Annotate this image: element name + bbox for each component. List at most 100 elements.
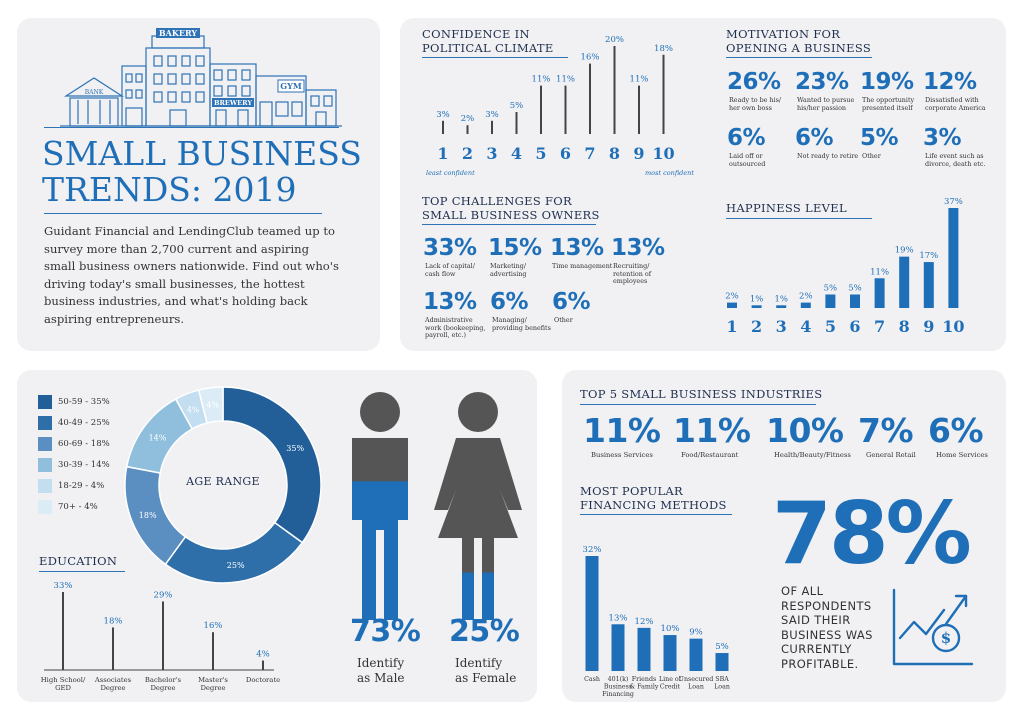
age-slice-70+: [197, 386, 224, 424]
motivation-pct: 5%: [860, 125, 899, 151]
age-legend-label: 50-59 - 35%: [58, 397, 110, 407]
profitable-text: OF ALL RESPONDENTS SAID THEIR BUSINESS W…: [781, 584, 873, 671]
age-slice-label: 18%: [139, 511, 157, 520]
happiness-bar-3: [776, 305, 787, 308]
confidence-value-label: 2%: [461, 114, 475, 124]
happiness-chart: 2%11%21%32%45%55%611%719%817%937%10: [725, 197, 964, 336]
happiness-bar-5: [825, 294, 836, 308]
financing-chart: 32% Cash 13% 401(k) Business Financing 12% Frie…: [583, 545, 730, 698]
age-legend-label: 40-49 - 25%: [58, 418, 110, 428]
age-slice-label: 4%: [187, 406, 200, 415]
profitable-line-2: RESPONDENTS: [781, 598, 872, 613]
happiness-value-label: 2%: [799, 292, 813, 302]
dollar-sign-icon: $: [941, 629, 951, 647]
education-category-label: High School/GED: [41, 676, 86, 692]
profitable-line-6: PROFITABLE.: [781, 656, 859, 671]
happiness-value-label: 17%: [919, 251, 938, 261]
challenge-pct: 6%: [552, 289, 591, 315]
profitable-line-3: SAID THEIR: [781, 613, 851, 627]
financing-category-label: 401(k) Business Financing: [602, 676, 634, 698]
confidence-value-label: 11%: [556, 75, 575, 85]
financing-value-label: 12%: [635, 617, 654, 627]
happiness-value-label: 1%: [774, 294, 788, 304]
happiness-tick-label: 2: [751, 317, 762, 336]
education-category-label: Bachelor's Degree: [145, 676, 182, 692]
motivation-label: Ready to be his/ her own boss: [729, 96, 782, 112]
profitable-line-1: OF ALL: [781, 584, 824, 598]
profitable-line-4: BUSINESS WAS: [781, 627, 873, 642]
motivation-pct: 6%: [795, 125, 834, 151]
challenge-label: Managing/ providing benefits: [492, 316, 551, 332]
motivation-pct: 12%: [923, 69, 977, 95]
industry-label: Food/Restaurant: [681, 451, 739, 459]
age-slice-label: 4%: [206, 401, 219, 410]
gym-sign: GYM: [280, 81, 302, 91]
financing-category-label: Friends & Family: [630, 676, 659, 691]
challenge-pct: 13%: [611, 235, 665, 261]
male-fill-level: [352, 481, 408, 620]
age-legend-label: 60-69 - 18%: [58, 439, 110, 449]
motivation-label: Dissatisfied with corporate America: [925, 96, 986, 112]
confidence-tick-label: 10: [652, 144, 674, 163]
motivation-pct: 3%: [923, 125, 962, 151]
happiness-value-label: 37%: [944, 197, 963, 207]
female-label: Identify as Female: [455, 656, 516, 686]
motivation-pct: 6%: [727, 125, 766, 151]
age-slice-40-49: [164, 521, 304, 584]
happiness-value-label: 11%: [870, 267, 889, 277]
motivation-pct: 19%: [860, 69, 914, 95]
age-legend-swatch: [38, 395, 52, 409]
financing-bar: [637, 627, 651, 671]
financing-category-label: Cash: [584, 676, 600, 683]
illustration-underline: [44, 127, 339, 128]
confidence-value-label: 11%: [630, 75, 649, 85]
motivation-label: The opportunity presented itself: [862, 96, 915, 112]
profitable-line-5: CURRENTLY: [781, 642, 852, 656]
challenge-label: Administrative work (bookeeping, payroll…: [425, 316, 486, 339]
age-slice-50-59: [222, 386, 322, 544]
education-value-label: 4%: [256, 650, 270, 660]
confidence-tick-label: 4: [511, 144, 522, 163]
financing-value-label: 5%: [715, 642, 729, 652]
happiness-bar-8: [899, 256, 910, 308]
confidence-value-label: 3%: [485, 110, 499, 120]
industry-pct: 6%: [928, 411, 984, 450]
intro-description: Guidant Financial and LendingClub teamed…: [44, 224, 339, 326]
happiness-tick-label: 3: [776, 317, 787, 336]
happiness-tick-label: 5: [825, 317, 836, 336]
happiness-tick-label: 10: [942, 317, 964, 336]
challenge-label: Other: [554, 316, 573, 324]
financing-value-label: 9%: [689, 628, 703, 638]
age-center-label: AGE RANGE: [186, 475, 260, 488]
main-title: SMALL BUSINESS TRENDS: 2019: [42, 136, 362, 208]
challenge-pct: 15%: [488, 235, 542, 261]
main-title-line-1: SMALL BUSINESS: [42, 134, 362, 173]
female-pct: 25%: [449, 614, 520, 649]
industry-label: Health/Beauty/Fitness: [774, 451, 851, 459]
female-label-line-1: Identify: [455, 656, 503, 670]
financing-underline: [580, 514, 732, 515]
financing-bar: [663, 635, 677, 671]
happiness-bar-7: [874, 278, 885, 308]
happiness-value-label: 1%: [750, 294, 764, 304]
financing-category-label: Line of Credit: [659, 676, 682, 691]
male-label-line-2: as Male: [357, 671, 405, 685]
motivation-label: Life event such as divorce, death etc.: [925, 152, 986, 168]
financing-category-label: SBA Loan: [714, 676, 730, 691]
industry-pct: 11%: [673, 411, 751, 450]
male-label: Identify as Male: [357, 656, 405, 686]
male-pct: 73%: [350, 614, 421, 649]
female-fill-level: [434, 572, 522, 620]
happiness-value-label: 2%: [725, 292, 739, 302]
confidence-value-label: 18%: [654, 44, 673, 54]
challenge-label: Time management: [552, 262, 613, 270]
brewery-sign: BREWERY: [214, 99, 252, 107]
age-legend-swatch: [38, 458, 52, 472]
confidence-chart: 3% 1 2% 2 3% 3 5% 4 11% 5 11% 6 16% 7 20% 8 11% 9 18% 10: [436, 35, 674, 163]
education-value-label: 33%: [54, 581, 73, 591]
motivation-title: MOTIVATION FOR OPENING A BUSINESS: [726, 27, 872, 55]
education-underline: [39, 571, 125, 572]
industries-title: TOP 5 SMALL BUSINESS INDUSTRIES: [580, 387, 823, 401]
happiness-tick-label: 8: [899, 317, 910, 336]
age-slice-label: 25%: [227, 561, 245, 570]
